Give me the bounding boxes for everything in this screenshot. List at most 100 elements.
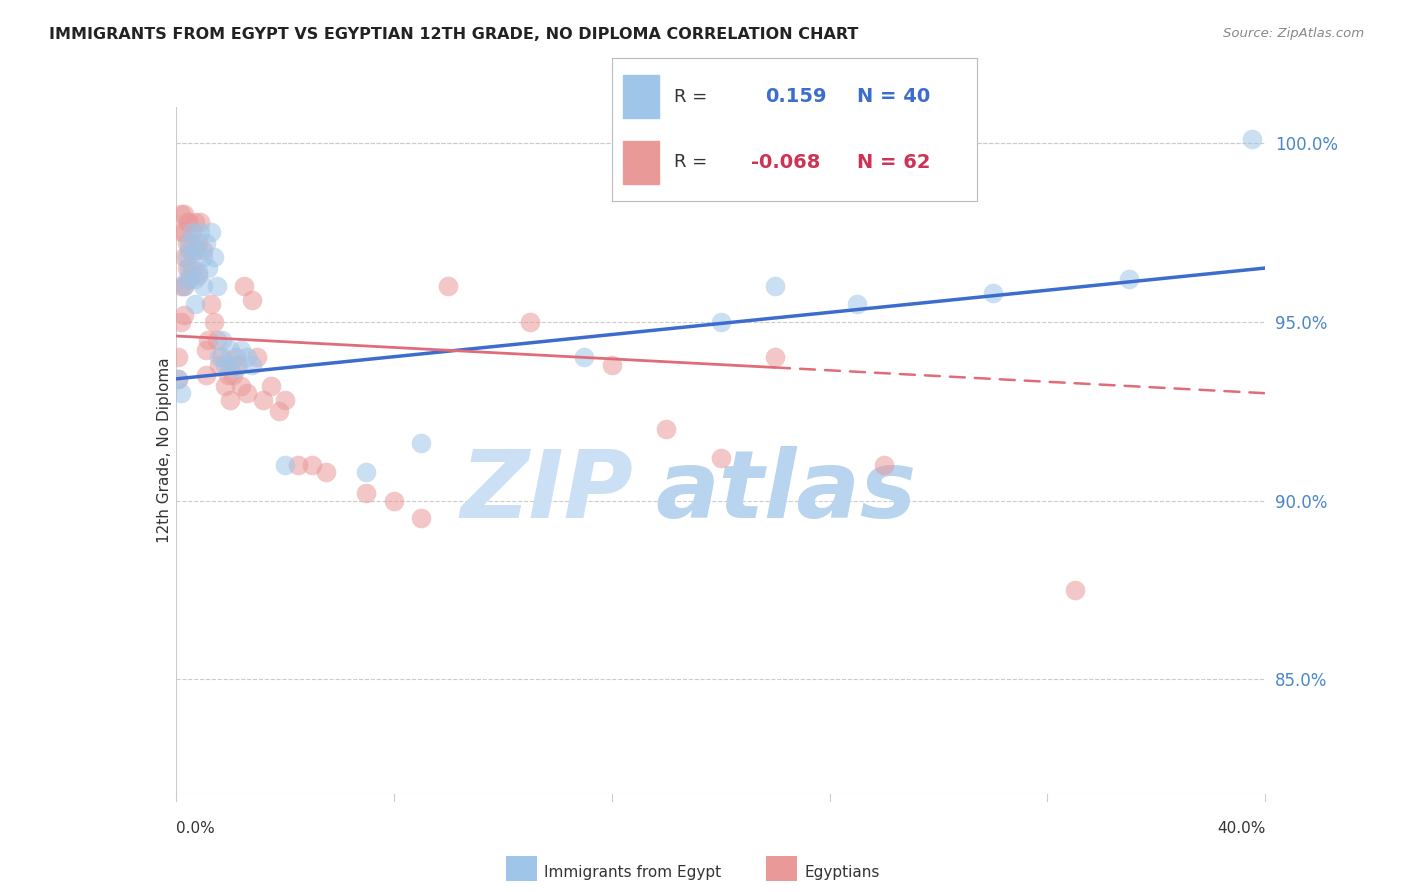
Text: 0.159: 0.159: [765, 87, 827, 106]
Point: [184, 214, 207, 228]
Point: [173, 225, 195, 239]
Point: [219, 358, 242, 372]
Point: [287, 458, 309, 472]
Point: [252, 393, 274, 408]
Point: [356, 465, 378, 479]
Point: [356, 486, 378, 500]
Point: [228, 358, 250, 372]
Point: [710, 315, 733, 329]
Point: [181, 260, 204, 275]
Point: [173, 279, 195, 293]
Text: IMMIGRANTS FROM EGYPT VS EGYPTIAN 12TH GRADE, NO DIPLOMA CORRELATION CHART: IMMIGRANTS FROM EGYPT VS EGYPTIAN 12TH G…: [49, 27, 859, 42]
Point: [763, 351, 786, 365]
Text: N = 40: N = 40: [856, 87, 929, 106]
Y-axis label: 12th Grade, No Diploma: 12th Grade, No Diploma: [157, 358, 172, 543]
Point: [167, 372, 190, 386]
Point: [170, 225, 193, 239]
Point: [200, 225, 222, 239]
Point: [181, 225, 204, 239]
Point: [197, 333, 219, 347]
Point: [188, 225, 211, 239]
Point: [186, 268, 209, 282]
Point: [600, 358, 623, 372]
Text: N = 62: N = 62: [856, 153, 929, 171]
Text: Source: ZipAtlas.com: Source: ZipAtlas.com: [1223, 27, 1364, 40]
Point: [170, 207, 193, 221]
Point: [763, 279, 786, 293]
Point: [170, 315, 193, 329]
Point: [274, 458, 297, 472]
Text: atlas: atlas: [655, 446, 917, 538]
Point: [191, 279, 214, 293]
Point: [205, 333, 228, 347]
Point: [235, 351, 257, 365]
Point: [205, 279, 228, 293]
Point: [176, 214, 198, 228]
Point: [655, 422, 678, 436]
Point: [222, 368, 245, 383]
Text: -0.068: -0.068: [751, 153, 820, 171]
Point: [176, 260, 198, 275]
Bar: [623, 141, 659, 184]
Point: [260, 379, 283, 393]
Point: [1240, 132, 1263, 146]
Point: [845, 297, 868, 311]
Point: [184, 271, 207, 285]
Text: ZIP: ZIP: [461, 446, 633, 538]
Text: Egyptians: Egyptians: [804, 865, 880, 880]
Text: 0.0%: 0.0%: [176, 822, 215, 837]
Point: [710, 450, 733, 465]
Point: [409, 436, 432, 450]
Point: [188, 214, 211, 228]
Point: [1118, 271, 1140, 285]
Point: [179, 214, 201, 228]
Point: [574, 351, 596, 365]
Point: [181, 243, 204, 257]
Point: [231, 343, 253, 358]
Point: [170, 386, 193, 401]
Point: [176, 235, 198, 250]
Point: [240, 293, 263, 308]
Bar: [623, 75, 659, 118]
Point: [179, 260, 201, 275]
Point: [219, 343, 242, 358]
Text: Immigrants from Egypt: Immigrants from Egypt: [544, 865, 721, 880]
Point: [167, 351, 190, 365]
Point: [211, 333, 233, 347]
Point: [186, 243, 209, 257]
Point: [186, 264, 209, 278]
Point: [214, 379, 236, 393]
Point: [217, 368, 239, 383]
Point: [519, 315, 541, 329]
Point: [231, 379, 253, 393]
Point: [197, 260, 219, 275]
Point: [179, 271, 201, 285]
Point: [176, 271, 198, 285]
Point: [173, 207, 195, 221]
Point: [1063, 582, 1085, 597]
Point: [202, 250, 225, 264]
Point: [194, 368, 217, 383]
Point: [191, 250, 214, 264]
Point: [167, 372, 190, 386]
Point: [191, 243, 214, 257]
Point: [184, 243, 207, 257]
Point: [202, 315, 225, 329]
Point: [437, 279, 460, 293]
Point: [176, 250, 198, 264]
Point: [181, 225, 204, 239]
Point: [173, 308, 195, 322]
Point: [194, 343, 217, 358]
Point: [269, 404, 291, 418]
Point: [301, 458, 323, 472]
Point: [225, 361, 247, 376]
Point: [173, 250, 195, 264]
Point: [186, 235, 209, 250]
Point: [200, 297, 222, 311]
Point: [184, 297, 207, 311]
Point: [240, 358, 263, 372]
Text: R =: R =: [673, 87, 707, 105]
Point: [219, 393, 242, 408]
Point: [208, 358, 231, 372]
Point: [274, 393, 297, 408]
